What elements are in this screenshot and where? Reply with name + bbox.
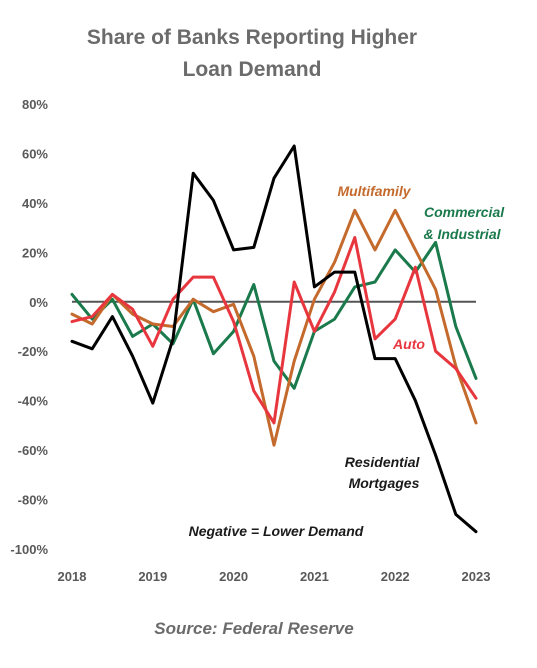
- y-tick-label: 20%: [22, 245, 48, 260]
- source-note: Source: Federal Reserve: [154, 619, 353, 638]
- y-axis: 80% 60% 40% 20% 0% -20% -40% -60% -80% -100%: [10, 97, 48, 557]
- chart-title-line-2: Loan Demand: [183, 58, 322, 81]
- y-tick-label: -80%: [18, 493, 49, 508]
- x-tick-label: 2019: [138, 569, 167, 584]
- x-tick-label: 2022: [381, 569, 410, 584]
- series-line-residential-mortgages: [70, 144, 478, 534]
- y-tick-label: -40%: [18, 394, 49, 409]
- series-line-auto: [70, 236, 478, 425]
- series-label-residential-mortgages: Residential Mortgages: [345, 454, 424, 491]
- y-tick-label: 40%: [22, 196, 48, 211]
- x-tick-label: 2023: [462, 569, 491, 584]
- series-label-commercial-industrial: Commercial & Industrial: [423, 204, 508, 242]
- series-line-commercial-industrial: [70, 240, 478, 390]
- series-label-multifamily: Multifamily: [337, 183, 411, 199]
- chart-title-line-1: Share of Banks Reporting Higher: [87, 26, 417, 49]
- series-line-multifamily: [70, 208, 478, 447]
- y-tick-label: 60%: [22, 146, 48, 161]
- y-tick-label: 80%: [22, 97, 48, 112]
- y-tick-label: 0%: [29, 295, 48, 310]
- x-axis: 2018 2019 2020 2021 2022 2023: [58, 569, 491, 584]
- series-label-auto: Auto: [392, 336, 425, 352]
- x-tick-label: 2020: [219, 569, 248, 584]
- y-tick-label: -100%: [10, 542, 48, 557]
- y-tick-label: -20%: [18, 344, 49, 359]
- x-tick-label: 2018: [58, 569, 87, 584]
- series-lines: [70, 144, 478, 534]
- x-tick-label: 2021: [300, 569, 329, 584]
- negative-note: Negative = Lower Demand: [189, 523, 364, 539]
- y-tick-label: -60%: [18, 443, 49, 458]
